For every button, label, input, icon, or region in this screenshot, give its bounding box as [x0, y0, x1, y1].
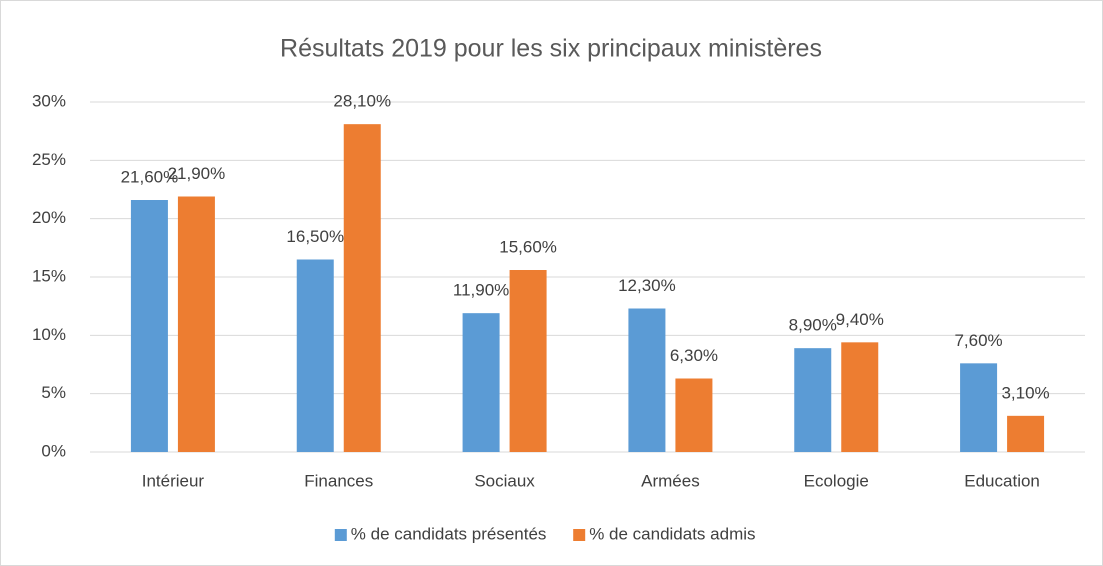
x-tick-label: Armées — [641, 471, 700, 490]
data-label: 8,90% — [789, 316, 837, 335]
legend-swatch — [573, 529, 586, 541]
data-label: 6,30% — [670, 346, 718, 365]
legend-swatch — [334, 529, 347, 541]
chart-title: Résultats 2019 pour les six principaux m… — [280, 35, 822, 63]
x-tick-label: Sociaux — [474, 471, 535, 490]
data-label: 15,60% — [499, 237, 557, 256]
bar — [675, 378, 713, 452]
y-tick-label: 15% — [32, 266, 66, 285]
data-label: 3,10% — [1001, 383, 1049, 402]
bar — [960, 363, 998, 452]
y-tick-label: 30% — [32, 91, 66, 110]
bar — [509, 270, 547, 452]
legend-label: % de candidats admis — [589, 524, 755, 543]
x-tick-label: Finances — [304, 471, 373, 490]
bar — [841, 342, 879, 452]
data-label: 11,90% — [453, 281, 509, 300]
bar — [296, 259, 334, 452]
bar — [794, 348, 832, 452]
data-label: 21,60% — [121, 167, 179, 186]
x-tick-label: Intérieur — [142, 471, 205, 490]
bar — [130, 200, 168, 452]
x-tick-label: Education — [964, 471, 1040, 490]
legend-label: % de candidats présentés — [351, 524, 547, 543]
y-tick-label: 5% — [41, 383, 66, 402]
bar — [343, 124, 381, 453]
x-tick-label: Ecologie — [804, 471, 869, 490]
y-tick-label: 25% — [32, 150, 66, 169]
bar — [1007, 415, 1045, 452]
data-label: 21,90% — [168, 164, 226, 183]
y-tick-label: 20% — [32, 208, 66, 227]
y-tick-label: 10% — [32, 325, 66, 344]
data-label: 16,50% — [286, 227, 344, 246]
bar — [462, 313, 500, 452]
data-label: 9,40% — [836, 310, 884, 329]
data-label: 12,30% — [618, 276, 676, 295]
bar — [177, 196, 215, 452]
y-tick-label: 0% — [41, 441, 66, 460]
data-label: 7,60% — [954, 331, 1002, 350]
data-label: 28,10% — [333, 92, 391, 111]
bar — [628, 308, 666, 452]
